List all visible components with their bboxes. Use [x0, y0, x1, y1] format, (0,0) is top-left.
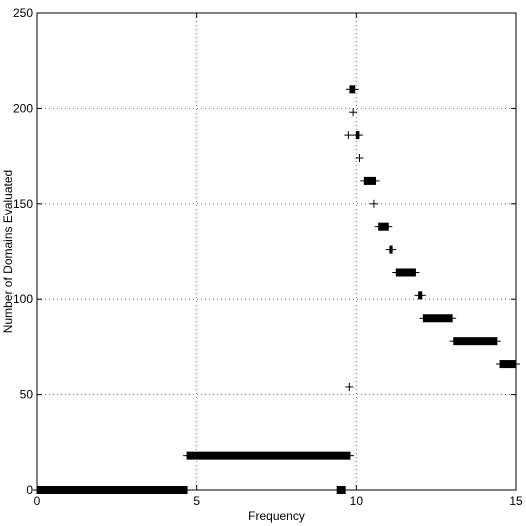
data-point-3 [369, 199, 378, 208]
grid-lines [37, 13, 516, 490]
segment-band [500, 360, 516, 369]
data-segment-11 [449, 337, 501, 346]
segment-band [453, 337, 497, 346]
data-segment-7 [385, 245, 397, 254]
segment-band [423, 314, 453, 323]
data-segment-5 [360, 176, 380, 185]
x-tick-label: 10 [350, 494, 364, 508]
data-segment-3 [345, 85, 359, 94]
y-tick-label: 50 [20, 388, 34, 402]
data-segment-1 [183, 451, 354, 460]
data-point-1 [344, 131, 353, 140]
data-point-4 [345, 382, 354, 391]
data-segment-9 [414, 291, 426, 300]
segment-band [364, 176, 376, 185]
data-point-0 [349, 108, 358, 117]
y-axis-label: Number of Domains Evaluated [1, 170, 15, 333]
data-segment-10 [419, 314, 457, 323]
data-segment-8 [392, 268, 420, 277]
y-tick-label: 200 [13, 101, 33, 115]
data-segment-4 [352, 131, 363, 140]
segment-band [378, 222, 389, 231]
x-axis-label: Frequency [248, 509, 305, 523]
x-tick-label: 5 [193, 494, 200, 508]
y-tick-label: 100 [13, 292, 33, 306]
segment-band [187, 451, 350, 460]
x-tick-label: 15 [509, 494, 523, 508]
data-segment-6 [374, 222, 393, 231]
segment-band [396, 268, 416, 277]
x-tick-label: 0 [34, 494, 41, 508]
y-tick-label: 0 [26, 483, 33, 497]
y-tick-label: 150 [13, 197, 33, 211]
data-marks [33, 85, 520, 494]
plot-frame [36, 12, 517, 491]
y-tick-label: 250 [13, 6, 33, 20]
data-point-2 [355, 154, 364, 163]
